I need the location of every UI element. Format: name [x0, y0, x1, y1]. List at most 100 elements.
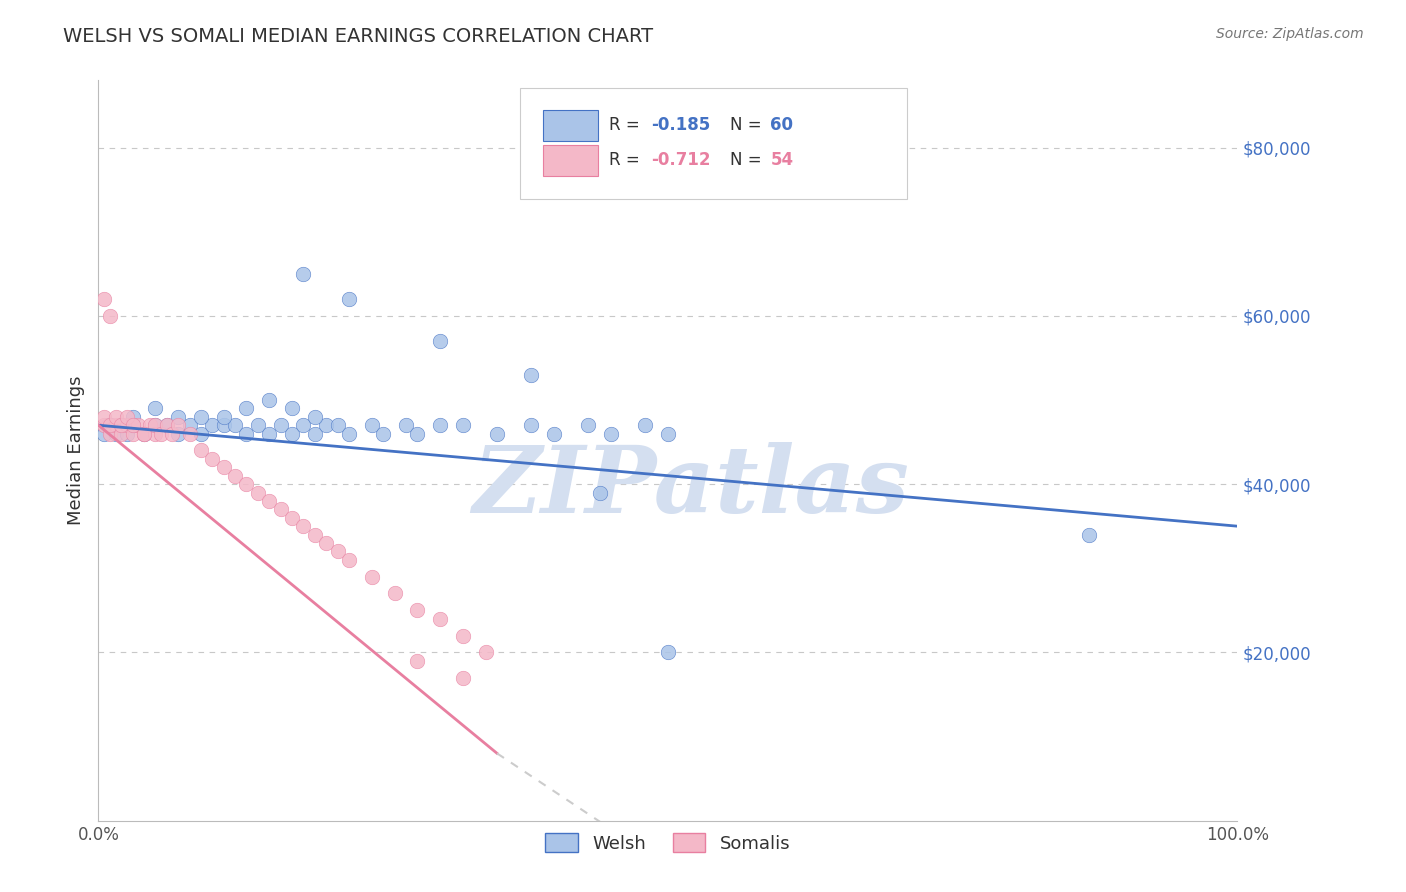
- Point: [281, 401, 304, 416]
- Point: [201, 418, 224, 433]
- Point: [304, 426, 326, 441]
- Point: [190, 409, 212, 424]
- Point: [246, 418, 269, 433]
- Text: N =: N =: [731, 152, 768, 169]
- Point: [224, 468, 246, 483]
- Point: [121, 409, 143, 424]
- Point: [98, 418, 121, 433]
- Text: ZIPatlas: ZIPatlas: [472, 442, 910, 533]
- Point: [93, 418, 115, 433]
- Point: [150, 426, 173, 441]
- Text: WELSH VS SOMALI MEDIAN EARNINGS CORRELATION CHART: WELSH VS SOMALI MEDIAN EARNINGS CORRELAT…: [63, 27, 654, 45]
- Point: [292, 418, 315, 433]
- Text: 54: 54: [770, 152, 793, 169]
- Point: [145, 418, 167, 433]
- Point: [162, 426, 184, 441]
- Y-axis label: Median Earnings: Median Earnings: [66, 376, 84, 525]
- Point: [98, 426, 121, 441]
- Point: [167, 418, 190, 433]
- Point: [104, 409, 127, 424]
- Point: [304, 527, 326, 541]
- Point: [104, 418, 127, 433]
- FancyBboxPatch shape: [543, 110, 599, 141]
- Point: [259, 494, 281, 508]
- Point: [110, 418, 132, 433]
- Point: [337, 292, 360, 306]
- Point: [543, 426, 565, 441]
- Point: [600, 426, 623, 441]
- Point: [576, 418, 599, 433]
- Point: [121, 418, 143, 433]
- Point: [281, 510, 304, 524]
- Point: [138, 418, 160, 433]
- Point: [315, 418, 337, 433]
- Point: [235, 401, 257, 416]
- Point: [304, 409, 326, 424]
- Point: [406, 426, 429, 441]
- FancyBboxPatch shape: [520, 87, 907, 199]
- Point: [520, 368, 543, 382]
- Point: [98, 418, 121, 433]
- Point: [451, 418, 474, 433]
- Point: [315, 536, 337, 550]
- Point: [429, 612, 451, 626]
- Point: [657, 426, 679, 441]
- Point: [270, 418, 292, 433]
- Point: [121, 426, 143, 441]
- Point: [167, 426, 190, 441]
- Point: [360, 569, 382, 583]
- Point: [115, 426, 138, 441]
- Point: [212, 418, 235, 433]
- Point: [110, 418, 132, 433]
- Point: [145, 426, 167, 441]
- Point: [132, 426, 155, 441]
- Point: [93, 409, 115, 424]
- Point: [337, 426, 360, 441]
- Text: N =: N =: [731, 117, 768, 135]
- Point: [167, 409, 190, 424]
- Point: [429, 334, 451, 348]
- Point: [259, 392, 281, 407]
- Point: [326, 418, 349, 433]
- Point: [235, 426, 257, 441]
- Point: [110, 426, 132, 441]
- Point: [96, 418, 118, 433]
- Point: [179, 418, 201, 433]
- Point: [156, 418, 179, 433]
- Point: [270, 502, 292, 516]
- Point: [281, 426, 304, 441]
- Point: [474, 645, 496, 659]
- Point: [212, 409, 235, 424]
- Point: [395, 418, 418, 433]
- Point: [145, 401, 167, 416]
- Point: [360, 418, 382, 433]
- FancyBboxPatch shape: [543, 145, 599, 176]
- Point: [451, 628, 474, 642]
- Point: [406, 603, 429, 617]
- Point: [451, 671, 474, 685]
- Point: [259, 426, 281, 441]
- Point: [212, 460, 235, 475]
- Point: [588, 485, 610, 500]
- Point: [121, 418, 143, 433]
- Text: Source: ZipAtlas.com: Source: ZipAtlas.com: [1216, 27, 1364, 41]
- Point: [337, 553, 360, 567]
- Point: [429, 418, 451, 433]
- Point: [657, 645, 679, 659]
- Point: [127, 418, 149, 433]
- Point: [486, 426, 509, 441]
- Point: [190, 426, 212, 441]
- Point: [326, 544, 349, 558]
- Legend: Welsh, Somalis: Welsh, Somalis: [538, 826, 797, 860]
- Point: [292, 519, 315, 533]
- Point: [179, 426, 201, 441]
- Point: [235, 477, 257, 491]
- Point: [145, 418, 167, 433]
- Point: [201, 451, 224, 466]
- Point: [634, 418, 657, 433]
- Text: R =: R =: [609, 117, 644, 135]
- Point: [371, 426, 394, 441]
- Point: [115, 418, 138, 433]
- Point: [1078, 527, 1101, 541]
- Point: [190, 443, 212, 458]
